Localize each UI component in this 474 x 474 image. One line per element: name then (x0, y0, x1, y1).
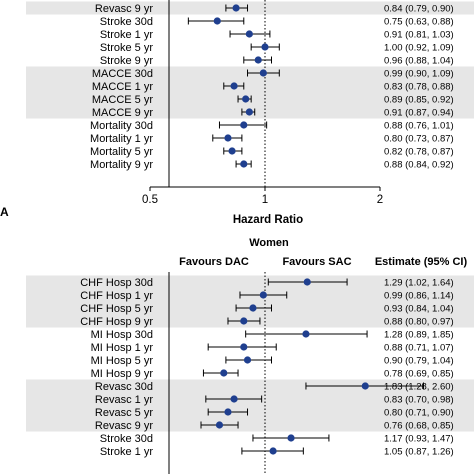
row-band (26, 275, 474, 289)
estimate-point (240, 343, 248, 351)
estimate-point (261, 43, 269, 51)
row-band (26, 1, 474, 15)
estimate-text: 1.05 (0.87, 1.26) (384, 447, 454, 458)
row-label: Revasc 5 yr (95, 407, 153, 419)
estimate-text: 0.78 (0.69, 0.85) (384, 369, 454, 380)
estimate-header: Estimate (95% CI) (375, 256, 468, 268)
estimate-point (215, 421, 224, 429)
estimate-point (259, 69, 267, 77)
estimate-point (232, 4, 240, 12)
row-label: MACCE 30d (92, 68, 153, 80)
estimate-text: 0.88 (0.80, 0.97) (384, 317, 454, 328)
estimate-point (287, 434, 295, 442)
estimate-point (230, 82, 238, 90)
estimate-point (303, 278, 311, 286)
row-label: Revasc 9 yr (95, 3, 153, 15)
row-label: Stroke 9 yr (100, 55, 154, 67)
row-band (26, 418, 474, 432)
estimate-text: 0.83 (0.78, 0.88) (384, 82, 454, 93)
favours-right-label: Favours SAC (282, 256, 351, 268)
row-label: Revasc 1 yr (95, 394, 153, 406)
estimate-text: 0.91 (0.87, 0.94) (384, 108, 454, 119)
x-tick-label: 2 (377, 194, 383, 206)
estimate-point (269, 447, 277, 455)
row-label: Mortality 9 yr (90, 159, 153, 171)
estimate-text: 0.88 (0.84, 0.92) (384, 160, 454, 171)
estimate-text: 0.80 (0.71, 0.90) (384, 408, 454, 419)
estimate-text: 0.75 (0.63, 0.88) (384, 17, 454, 28)
estimate-text: 1.28 (0.89, 1.85) (384, 330, 454, 341)
estimate-text: 0.99 (0.86, 1.14) (384, 291, 454, 302)
estimate-text: 1.83 (1.28, 2.60) (384, 382, 454, 393)
estimate-text: 0.82 (0.78, 0.87) (384, 147, 454, 158)
estimate-point (230, 395, 238, 403)
estimate-point (240, 160, 248, 168)
estimate-point (224, 408, 232, 416)
estimate-text: 0.89 (0.85, 0.92) (384, 95, 454, 106)
estimate-point (259, 291, 267, 299)
row-label: Mortality 1 yr (90, 133, 153, 145)
estimate-text: 0.76 (0.68, 0.85) (384, 421, 454, 432)
row-label: Revasc 9 yr (95, 420, 153, 432)
estimate-point (245, 108, 253, 116)
estimate-text: 0.96 (0.88, 1.04) (384, 56, 454, 67)
row-band (26, 379, 474, 393)
estimate-text: 1.17 (0.93, 1.47) (384, 434, 454, 445)
estimate-point (240, 121, 248, 129)
x-tick-label: 0.5 (142, 194, 158, 206)
estimate-text: 0.84 (0.79, 0.90) (384, 4, 454, 15)
row-label: CHF Hosp 1 yr (80, 290, 153, 302)
x-axis-title: Hazard Ratio (233, 214, 303, 226)
row-label: MI Hosp 1 yr (91, 342, 154, 354)
estimate-point (240, 317, 248, 325)
estimate-text: 0.93 (0.84, 1.04) (384, 304, 454, 315)
estimate-point (220, 369, 228, 377)
row-band (26, 79, 474, 93)
estimate-text: 0.80 (0.73, 0.87) (384, 134, 454, 145)
row-label: MACCE 1 yr (92, 81, 153, 93)
estimate-point (213, 17, 221, 25)
panel-title: Women (249, 237, 289, 249)
estimate-point (228, 147, 236, 155)
row-band (26, 405, 474, 419)
estimate-point (249, 304, 257, 312)
panel-label: A (0, 205, 9, 219)
favours-left-label: Favours DAC (179, 256, 249, 268)
x-tick-label: 1 (262, 194, 268, 206)
estimate-point (245, 30, 253, 38)
row-label: Stroke 30d (100, 16, 153, 28)
estimate-text: 1.29 (1.02, 1.64) (384, 278, 454, 289)
estimate-text: 1.00 (0.92, 1.09) (384, 43, 454, 54)
row-label: CHF Hosp 5 yr (80, 303, 153, 315)
row-label: MI Hosp 5 yr (91, 355, 154, 367)
estimate-text: 0.88 (0.76, 1.01) (384, 121, 454, 132)
estimate-text: 0.83 (0.70, 0.98) (384, 395, 454, 406)
row-label: Stroke 1 yr (100, 29, 154, 41)
row-label: Mortality 30d (90, 120, 153, 132)
row-label: MI Hosp 30d (91, 329, 153, 341)
row-label: CHF Hosp 30d (80, 277, 153, 289)
estimate-point (361, 382, 369, 390)
estimate-point (224, 134, 232, 142)
estimate-point (254, 56, 262, 64)
row-label: MACCE 5 yr (92, 94, 153, 106)
row-label: Stroke 30d (100, 433, 153, 445)
estimate-text: 0.99 (0.90, 1.09) (384, 69, 454, 80)
row-label: MACCE 9 yr (92, 107, 153, 119)
estimate-point (302, 330, 310, 338)
estimate-point (242, 95, 250, 103)
estimate-point (243, 356, 252, 364)
row-label: CHF Hosp 9 yr (80, 316, 153, 328)
estimate-text: 0.90 (0.79, 1.04) (384, 356, 454, 367)
row-label: Stroke 1 yr (100, 446, 154, 458)
estimate-text: 0.91 (0.81, 1.03) (384, 30, 454, 41)
row-label: Stroke 5 yr (100, 42, 154, 54)
row-label: Revasc 30d (95, 381, 153, 393)
row-label: Mortality 5 yr (90, 146, 153, 158)
estimate-text: 0.88 (0.71, 1.07) (384, 343, 454, 354)
row-label: MI Hosp 9 yr (91, 368, 154, 380)
